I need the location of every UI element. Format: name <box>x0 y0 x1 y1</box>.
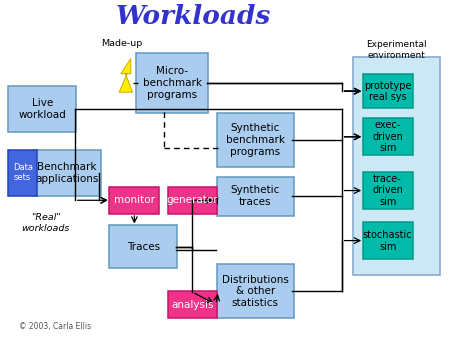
Text: © 2003, Carla Ellis: © 2003, Carla Ellis <box>18 322 91 331</box>
Text: analysis: analysis <box>171 299 214 310</box>
Text: Synthetic
traces: Synthetic traces <box>230 186 280 207</box>
Text: Workloads: Workloads <box>116 4 271 29</box>
FancyBboxPatch shape <box>217 264 294 318</box>
Text: generator: generator <box>166 195 218 206</box>
Text: Traces: Traces <box>126 242 160 251</box>
FancyBboxPatch shape <box>167 187 217 214</box>
FancyBboxPatch shape <box>109 187 159 214</box>
Text: stochastic
sim: stochastic sim <box>363 230 413 251</box>
Text: Live
workload: Live workload <box>18 98 66 120</box>
Text: exec-
driven
sim: exec- driven sim <box>372 120 403 153</box>
FancyBboxPatch shape <box>8 86 76 132</box>
Polygon shape <box>119 58 133 92</box>
FancyBboxPatch shape <box>136 52 208 113</box>
Text: Distributions
& other
statistics: Distributions & other statistics <box>222 274 289 308</box>
FancyBboxPatch shape <box>217 177 294 216</box>
Text: Benchmark
applications: Benchmark applications <box>35 162 99 184</box>
Text: Micro-
benchmark
programs: Micro- benchmark programs <box>143 66 202 99</box>
Text: Data
sets: Data sets <box>13 163 33 183</box>
FancyBboxPatch shape <box>167 291 217 318</box>
Text: prototype
real sys: prototype real sys <box>364 80 411 102</box>
Text: "Real"
workloads: "Real" workloads <box>21 213 70 233</box>
FancyBboxPatch shape <box>363 74 413 108</box>
FancyBboxPatch shape <box>33 150 101 196</box>
FancyBboxPatch shape <box>8 150 37 196</box>
Text: Synthetic
benchmark
programs: Synthetic benchmark programs <box>226 123 285 156</box>
FancyBboxPatch shape <box>353 57 441 275</box>
Text: trace-
driven
sim: trace- driven sim <box>372 174 403 207</box>
Text: monitor: monitor <box>114 195 155 206</box>
FancyBboxPatch shape <box>217 113 294 167</box>
FancyBboxPatch shape <box>363 118 413 155</box>
FancyBboxPatch shape <box>363 172 413 209</box>
Text: Experimental
environment: Experimental environment <box>366 41 427 60</box>
FancyBboxPatch shape <box>363 222 413 259</box>
Text: Made-up: Made-up <box>101 39 143 48</box>
FancyBboxPatch shape <box>109 225 177 268</box>
